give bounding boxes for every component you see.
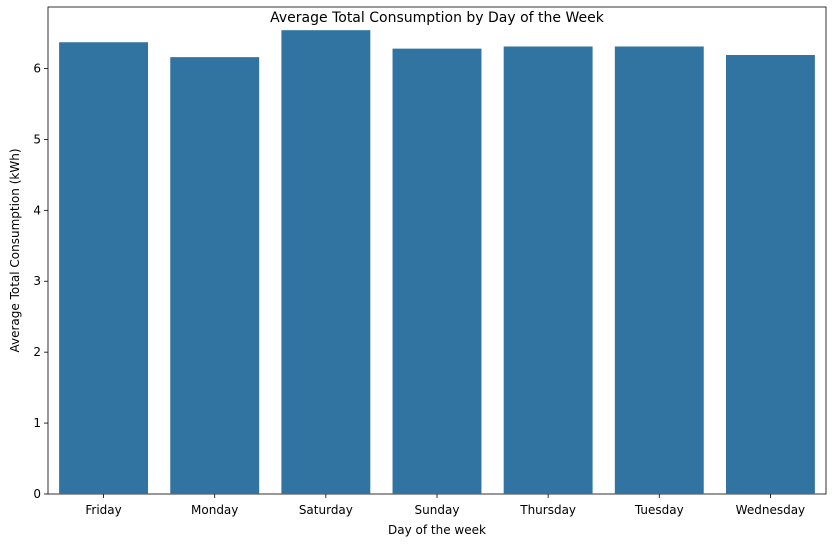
x-axis-ticks: Friday Monday Saturday Sunday Thursday Tuesda…	[85, 494, 805, 517]
bar-thursday	[503, 46, 593, 494]
bar-friday	[59, 42, 149, 494]
y-tick-label: 4	[33, 203, 41, 217]
y-tick-label: 1	[33, 416, 41, 430]
y-tick-label: 3	[33, 274, 41, 288]
y-tick-label: 2	[33, 345, 41, 359]
bar-tuesday	[614, 46, 704, 494]
y-axis-label: Average Total Consumption (kWh)	[8, 148, 22, 352]
y-tick-label: 0	[33, 487, 41, 501]
x-tick-label: Friday	[85, 503, 121, 517]
x-axis-label: Day of the week	[388, 523, 486, 537]
y-tick-label: 5	[33, 132, 41, 146]
bar-wednesday	[725, 55, 815, 494]
x-tick-label: Sunday	[415, 503, 460, 517]
x-tick-label: Saturday	[299, 503, 353, 517]
x-tick-label: Wednesday	[736, 503, 805, 517]
bar-sunday	[392, 48, 482, 494]
bar-saturday	[281, 30, 371, 494]
x-tick-label: Monday	[191, 503, 238, 517]
bars-group	[59, 30, 815, 494]
bar-monday	[170, 57, 260, 494]
y-tick-label: 6	[33, 61, 41, 75]
x-tick-label: Tuesday	[634, 503, 684, 517]
chart-title: Average Total Consumption by Day of the …	[270, 10, 605, 26]
y-axis-ticks: 0 1 2 3 4 5 6	[33, 61, 48, 501]
x-tick-label: Thursday	[519, 503, 576, 517]
